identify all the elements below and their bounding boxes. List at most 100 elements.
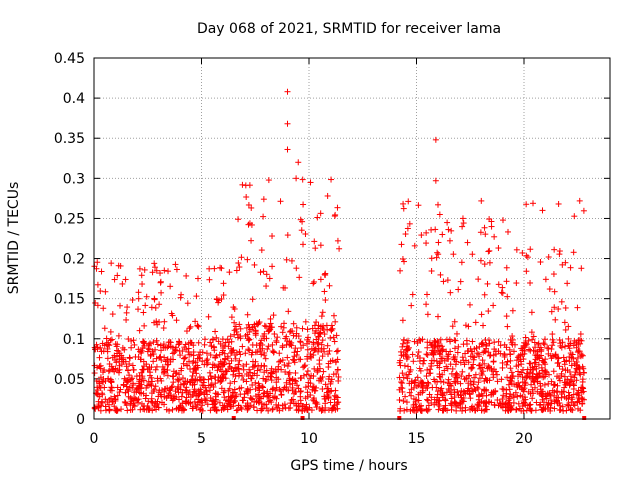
data-point	[295, 333, 302, 340]
data-point	[104, 345, 111, 352]
data-point	[138, 349, 145, 356]
data-point	[449, 365, 456, 372]
data-point	[283, 256, 290, 263]
data-point	[225, 397, 232, 404]
data-point	[192, 403, 199, 410]
data-point	[329, 325, 336, 332]
data-point	[562, 259, 569, 266]
data-point	[560, 388, 567, 395]
data-point	[500, 217, 507, 224]
data-point	[483, 341, 490, 348]
data-point	[452, 345, 459, 352]
data-point	[246, 336, 253, 343]
data-point	[460, 220, 467, 227]
data-point	[426, 370, 433, 377]
data-point	[317, 276, 324, 283]
data-point	[167, 283, 174, 290]
data-point	[237, 351, 244, 358]
data-point	[101, 325, 108, 332]
data-point	[272, 393, 279, 400]
data-point	[245, 372, 252, 379]
data-point	[526, 373, 533, 380]
data-point	[311, 278, 318, 285]
data-point	[481, 291, 488, 298]
data-point	[129, 406, 136, 413]
data-point	[177, 381, 184, 388]
data-point	[559, 366, 566, 373]
data-point	[294, 382, 301, 389]
data-point	[304, 406, 311, 413]
x-axis-label: GPS time / hours	[290, 458, 407, 474]
data-point	[396, 359, 403, 366]
data-point	[207, 407, 214, 414]
data-point	[257, 346, 264, 353]
data-point	[550, 368, 557, 375]
data-point	[265, 328, 272, 335]
data-point	[549, 342, 556, 349]
data-point	[221, 402, 228, 409]
data-point	[551, 304, 558, 311]
data-point	[177, 352, 184, 359]
data-point	[445, 385, 452, 392]
data-point	[475, 351, 482, 358]
data-point	[571, 213, 578, 220]
data-point	[172, 261, 179, 268]
data-point	[220, 361, 227, 368]
data-point	[495, 402, 502, 409]
data-point	[130, 382, 137, 389]
data-point	[523, 407, 530, 414]
data-point	[400, 200, 407, 207]
data-point	[157, 270, 164, 277]
data-point	[423, 240, 430, 247]
data-point	[331, 338, 338, 345]
data-point	[307, 179, 314, 186]
data-point	[530, 390, 537, 397]
data-point	[336, 245, 343, 252]
data-point	[210, 398, 217, 405]
data-point	[503, 313, 510, 320]
data-point	[96, 403, 103, 410]
data-point	[227, 333, 234, 340]
data-point	[436, 373, 443, 380]
data-point	[289, 387, 296, 394]
data-point	[505, 381, 512, 388]
data-point	[161, 267, 168, 274]
data-point	[135, 306, 142, 313]
data-point	[477, 229, 484, 236]
data-point	[452, 337, 459, 344]
data-point	[553, 397, 560, 404]
data-point	[263, 335, 270, 342]
data-point	[568, 399, 575, 406]
data-point	[485, 337, 492, 344]
data-point	[129, 375, 136, 382]
data-point	[334, 405, 341, 412]
data-point	[160, 341, 167, 348]
data-point	[228, 314, 235, 321]
data-point	[400, 374, 407, 381]
data-point	[467, 395, 474, 402]
data-point	[571, 371, 578, 378]
data-point	[201, 336, 208, 343]
data-point	[540, 374, 547, 381]
data-point	[290, 320, 297, 327]
data-point	[115, 332, 122, 339]
data-point	[481, 261, 488, 268]
data-point	[571, 402, 578, 409]
data-point	[195, 323, 202, 330]
data-point	[268, 377, 275, 384]
data-point	[454, 388, 461, 395]
data-point	[448, 391, 455, 398]
data-point	[263, 271, 270, 278]
data-point	[475, 276, 482, 283]
data-point	[227, 380, 234, 387]
data-point	[304, 389, 311, 396]
data-point	[469, 338, 476, 345]
data-point	[130, 366, 137, 373]
data-point	[140, 309, 147, 316]
data-point	[230, 347, 237, 354]
data-point	[255, 320, 262, 327]
data-point	[96, 354, 103, 361]
data-point	[443, 336, 450, 343]
data-point	[141, 266, 148, 273]
data-point	[485, 349, 492, 356]
